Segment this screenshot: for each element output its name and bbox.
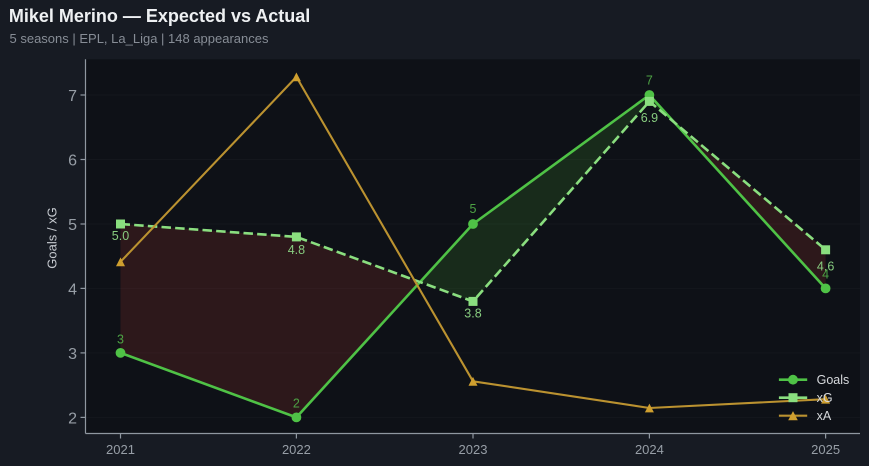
svg-text:Goals: Goals bbox=[817, 373, 850, 387]
svg-text:3: 3 bbox=[117, 333, 124, 347]
svg-text:5.0: 5.0 bbox=[112, 229, 129, 243]
svg-text:2024: 2024 bbox=[635, 442, 664, 457]
svg-text:Mikel Merino — Expected vs Act: Mikel Merino — Expected vs Actual bbox=[9, 6, 310, 26]
svg-text:2: 2 bbox=[68, 410, 77, 427]
svg-text:3.8: 3.8 bbox=[464, 306, 481, 320]
svg-text:4: 4 bbox=[68, 281, 77, 298]
svg-text:6: 6 bbox=[68, 152, 77, 169]
svg-text:6.9: 6.9 bbox=[641, 111, 658, 125]
svg-text:2025: 2025 bbox=[811, 442, 840, 457]
svg-text:4.6: 4.6 bbox=[817, 260, 834, 274]
svg-text:5: 5 bbox=[68, 217, 77, 234]
svg-text:2022: 2022 bbox=[282, 442, 311, 457]
svg-text:xG: xG bbox=[817, 391, 833, 405]
svg-text:5: 5 bbox=[470, 202, 477, 216]
svg-text:3: 3 bbox=[68, 346, 77, 363]
svg-text:5 seasons | EPL, La_Liga | 148: 5 seasons | EPL, La_Liga | 148 appearanc… bbox=[10, 31, 269, 46]
svg-text:7: 7 bbox=[646, 74, 653, 88]
svg-text:7: 7 bbox=[68, 88, 77, 105]
svg-text:2021: 2021 bbox=[106, 442, 135, 457]
svg-text:4: 4 bbox=[822, 268, 829, 282]
svg-text:xA: xA bbox=[817, 409, 832, 423]
svg-text:2: 2 bbox=[293, 397, 300, 411]
svg-text:4.8: 4.8 bbox=[288, 243, 305, 257]
svg-text:2023: 2023 bbox=[459, 442, 488, 457]
svg-text:Goals / xG: Goals / xG bbox=[45, 207, 60, 268]
